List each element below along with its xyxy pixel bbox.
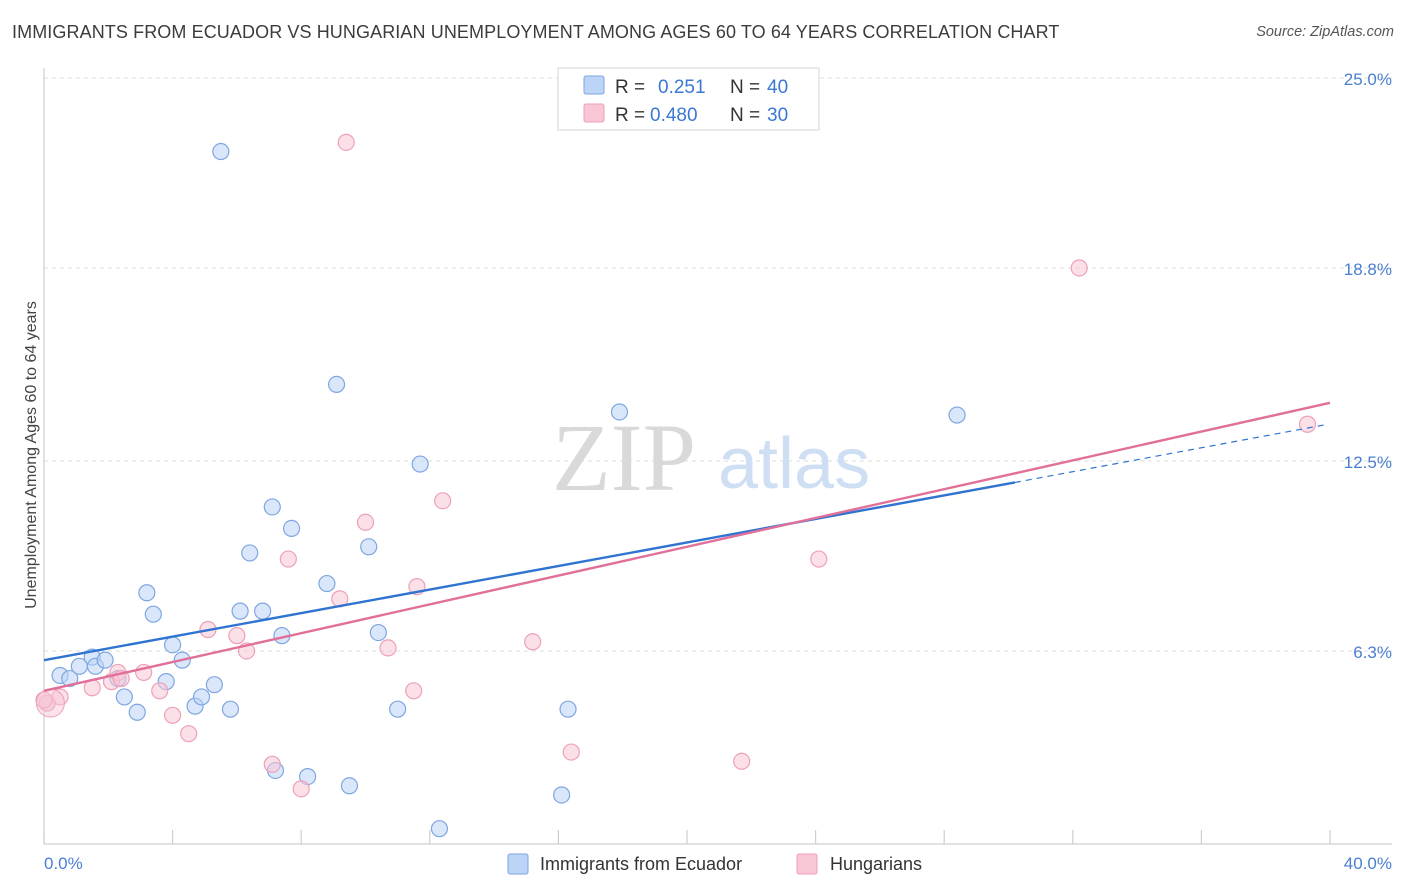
ecuador-point <box>318 574 336 593</box>
hungarians-point <box>810 550 828 568</box>
watermark-zip: ZIP <box>552 404 696 511</box>
bottom-legend-label-ecuador: Immigrants from Ecuador <box>540 854 742 874</box>
chart-title: IMMIGRANTS FROM ECUADOR VS HUNGARIAN UNE… <box>12 22 1060 42</box>
trend-line-hungarians <box>43 401 1331 692</box>
legend-swatch-hungarians <box>583 103 605 123</box>
hungarians-point <box>379 639 397 657</box>
y-tick-labels: 6.3% 12.5% 18.8% 25.0% <box>1344 70 1392 662</box>
ecuador-point <box>282 519 301 538</box>
hungarians-point <box>263 755 281 773</box>
legend-n-value-2: 30 <box>767 105 788 126</box>
ecuador-point <box>205 676 223 694</box>
ecuador-point <box>61 669 79 688</box>
trend-lines <box>43 401 1331 692</box>
series-legend: Immigrants from Ecuador Hungarians <box>507 853 922 875</box>
hungarians-point <box>524 633 542 651</box>
x-axis-ticks <box>43 830 1331 844</box>
legend-n-label-1: N = <box>730 77 760 98</box>
hungarians-point <box>405 682 423 700</box>
hungarians-point <box>279 550 297 568</box>
y-tick-label: 18.8% <box>1344 260 1392 279</box>
chart-source: Source: ZipAtlas.com <box>1256 24 1394 40</box>
y-tick-label: 6.3% <box>1353 643 1392 662</box>
bottom-legend-label-hungarians: Hungarians <box>830 854 922 874</box>
hungarians-point <box>337 133 355 151</box>
ecuador-point <box>128 703 146 721</box>
y-tick-label: 25.0% <box>1344 70 1392 89</box>
hungarians-point <box>356 513 375 531</box>
hungarians-point <box>434 492 452 510</box>
hungarians-point <box>562 743 580 761</box>
hungarians-point <box>733 752 751 770</box>
ecuador-point <box>263 498 281 516</box>
ecuador-point <box>96 651 114 669</box>
ecuador-point <box>369 623 387 642</box>
ecuador-point <box>192 688 211 706</box>
ecuador-point <box>553 786 571 804</box>
y-tick-label: 12.5% <box>1344 453 1392 472</box>
hungarians-point <box>292 780 310 798</box>
legend-r-label-2: R = <box>615 105 645 126</box>
legend-r-value-2: 0.480 <box>650 105 698 126</box>
legend-n-value-1: 40 <box>767 77 788 98</box>
ecuador-point <box>430 820 449 838</box>
trend-line-ecuador-extension <box>1014 423 1329 484</box>
trend-line-ecuador <box>43 481 1016 662</box>
ecuador-point <box>221 700 240 718</box>
grid-lines <box>44 77 1392 652</box>
ecuador-point <box>241 544 259 562</box>
ecuador-point <box>389 700 407 718</box>
hungarians-point <box>1298 415 1317 433</box>
correlation-legend: R = 0.251 N = 40 R = 0.480 N = 30 <box>557 67 820 131</box>
ecuador-point <box>138 584 156 602</box>
hungarians-point <box>1070 259 1088 277</box>
watermark: ZIP atlas <box>552 404 870 511</box>
x-tick-label-max: 40.0% <box>1344 854 1392 873</box>
ecuador-point <box>254 602 272 620</box>
ecuador-point <box>948 406 966 424</box>
cluster-point <box>35 688 65 718</box>
ecuador-point <box>360 538 378 556</box>
ecuador-point <box>164 636 182 654</box>
hungarians-point <box>180 725 198 743</box>
hungarians-point <box>151 682 169 700</box>
bottom-legend-swatch-hungarians <box>796 853 818 875</box>
legend-swatch-ecuador <box>583 75 605 95</box>
legend-r-label-1: R = <box>615 77 645 98</box>
bottom-legend-swatch-ecuador <box>507 853 529 875</box>
ecuador-point <box>610 403 629 421</box>
ecuador-point <box>212 142 230 161</box>
legend-n-label-2: N = <box>730 105 760 126</box>
ecuador-point <box>411 455 429 473</box>
series-hungarians-points <box>35 133 1317 798</box>
ecuador-point <box>115 688 133 706</box>
ecuador-point <box>327 375 346 393</box>
ecuador-point <box>144 605 162 623</box>
hungarians-point <box>164 706 182 724</box>
ecuador-point <box>559 700 577 718</box>
ecuador-point <box>340 777 359 795</box>
x-tick-label-min: 0.0% <box>44 854 83 873</box>
watermark-atlas: atlas <box>718 424 870 504</box>
ecuador-point <box>231 602 249 620</box>
legend-r-value-1: 0.251 <box>658 77 706 98</box>
hungarians-point <box>228 627 246 645</box>
